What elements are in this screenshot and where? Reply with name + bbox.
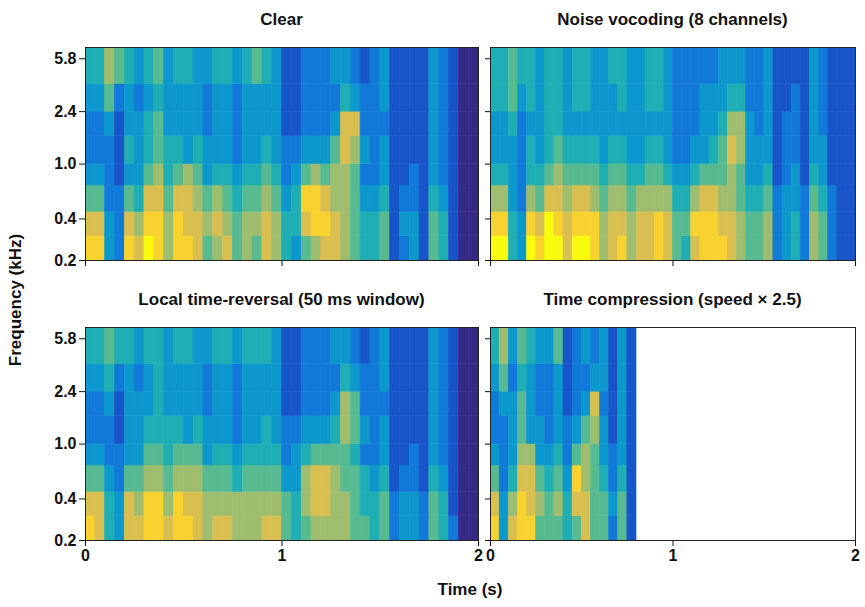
svg-text:1.0: 1.0: [54, 155, 76, 172]
svg-text:5.8: 5.8: [54, 50, 76, 67]
svg-text:1: 1: [669, 547, 678, 564]
svg-text:0.2: 0.2: [54, 252, 76, 269]
html-text:Local time-reversal (50 ms win: Local time-reversal (50 ms window): [138, 290, 425, 309]
svg-text:2.4: 2.4: [54, 103, 76, 120]
svg-text:2: 2: [474, 547, 483, 564]
svg-text:2.4: 2.4: [54, 383, 76, 400]
svg-text:0: 0: [486, 547, 495, 564]
html-text:Clear: Clear: [260, 10, 303, 29]
svg-text:5.8: 5.8: [54, 330, 76, 347]
html-text:Noise vocoding (8 channels): Noise vocoding (8 channels): [557, 10, 788, 29]
html-text:Time compression (speed × 2.5): Time compression (speed × 2.5): [543, 290, 802, 309]
svg-text:2: 2: [851, 547, 860, 564]
html-text:Frequency (kHz): Frequency (kHz): [6, 233, 25, 367]
svg-text:0.4: 0.4: [54, 490, 76, 507]
svg-text:0.2: 0.2: [54, 532, 76, 549]
svg-text:1.0: 1.0: [54, 435, 76, 452]
svg-text:0: 0: [81, 547, 90, 564]
html-text:Time (s): Time (s): [437, 580, 503, 599]
svg-text:1: 1: [278, 547, 287, 564]
svg-text:0.4: 0.4: [54, 210, 76, 227]
